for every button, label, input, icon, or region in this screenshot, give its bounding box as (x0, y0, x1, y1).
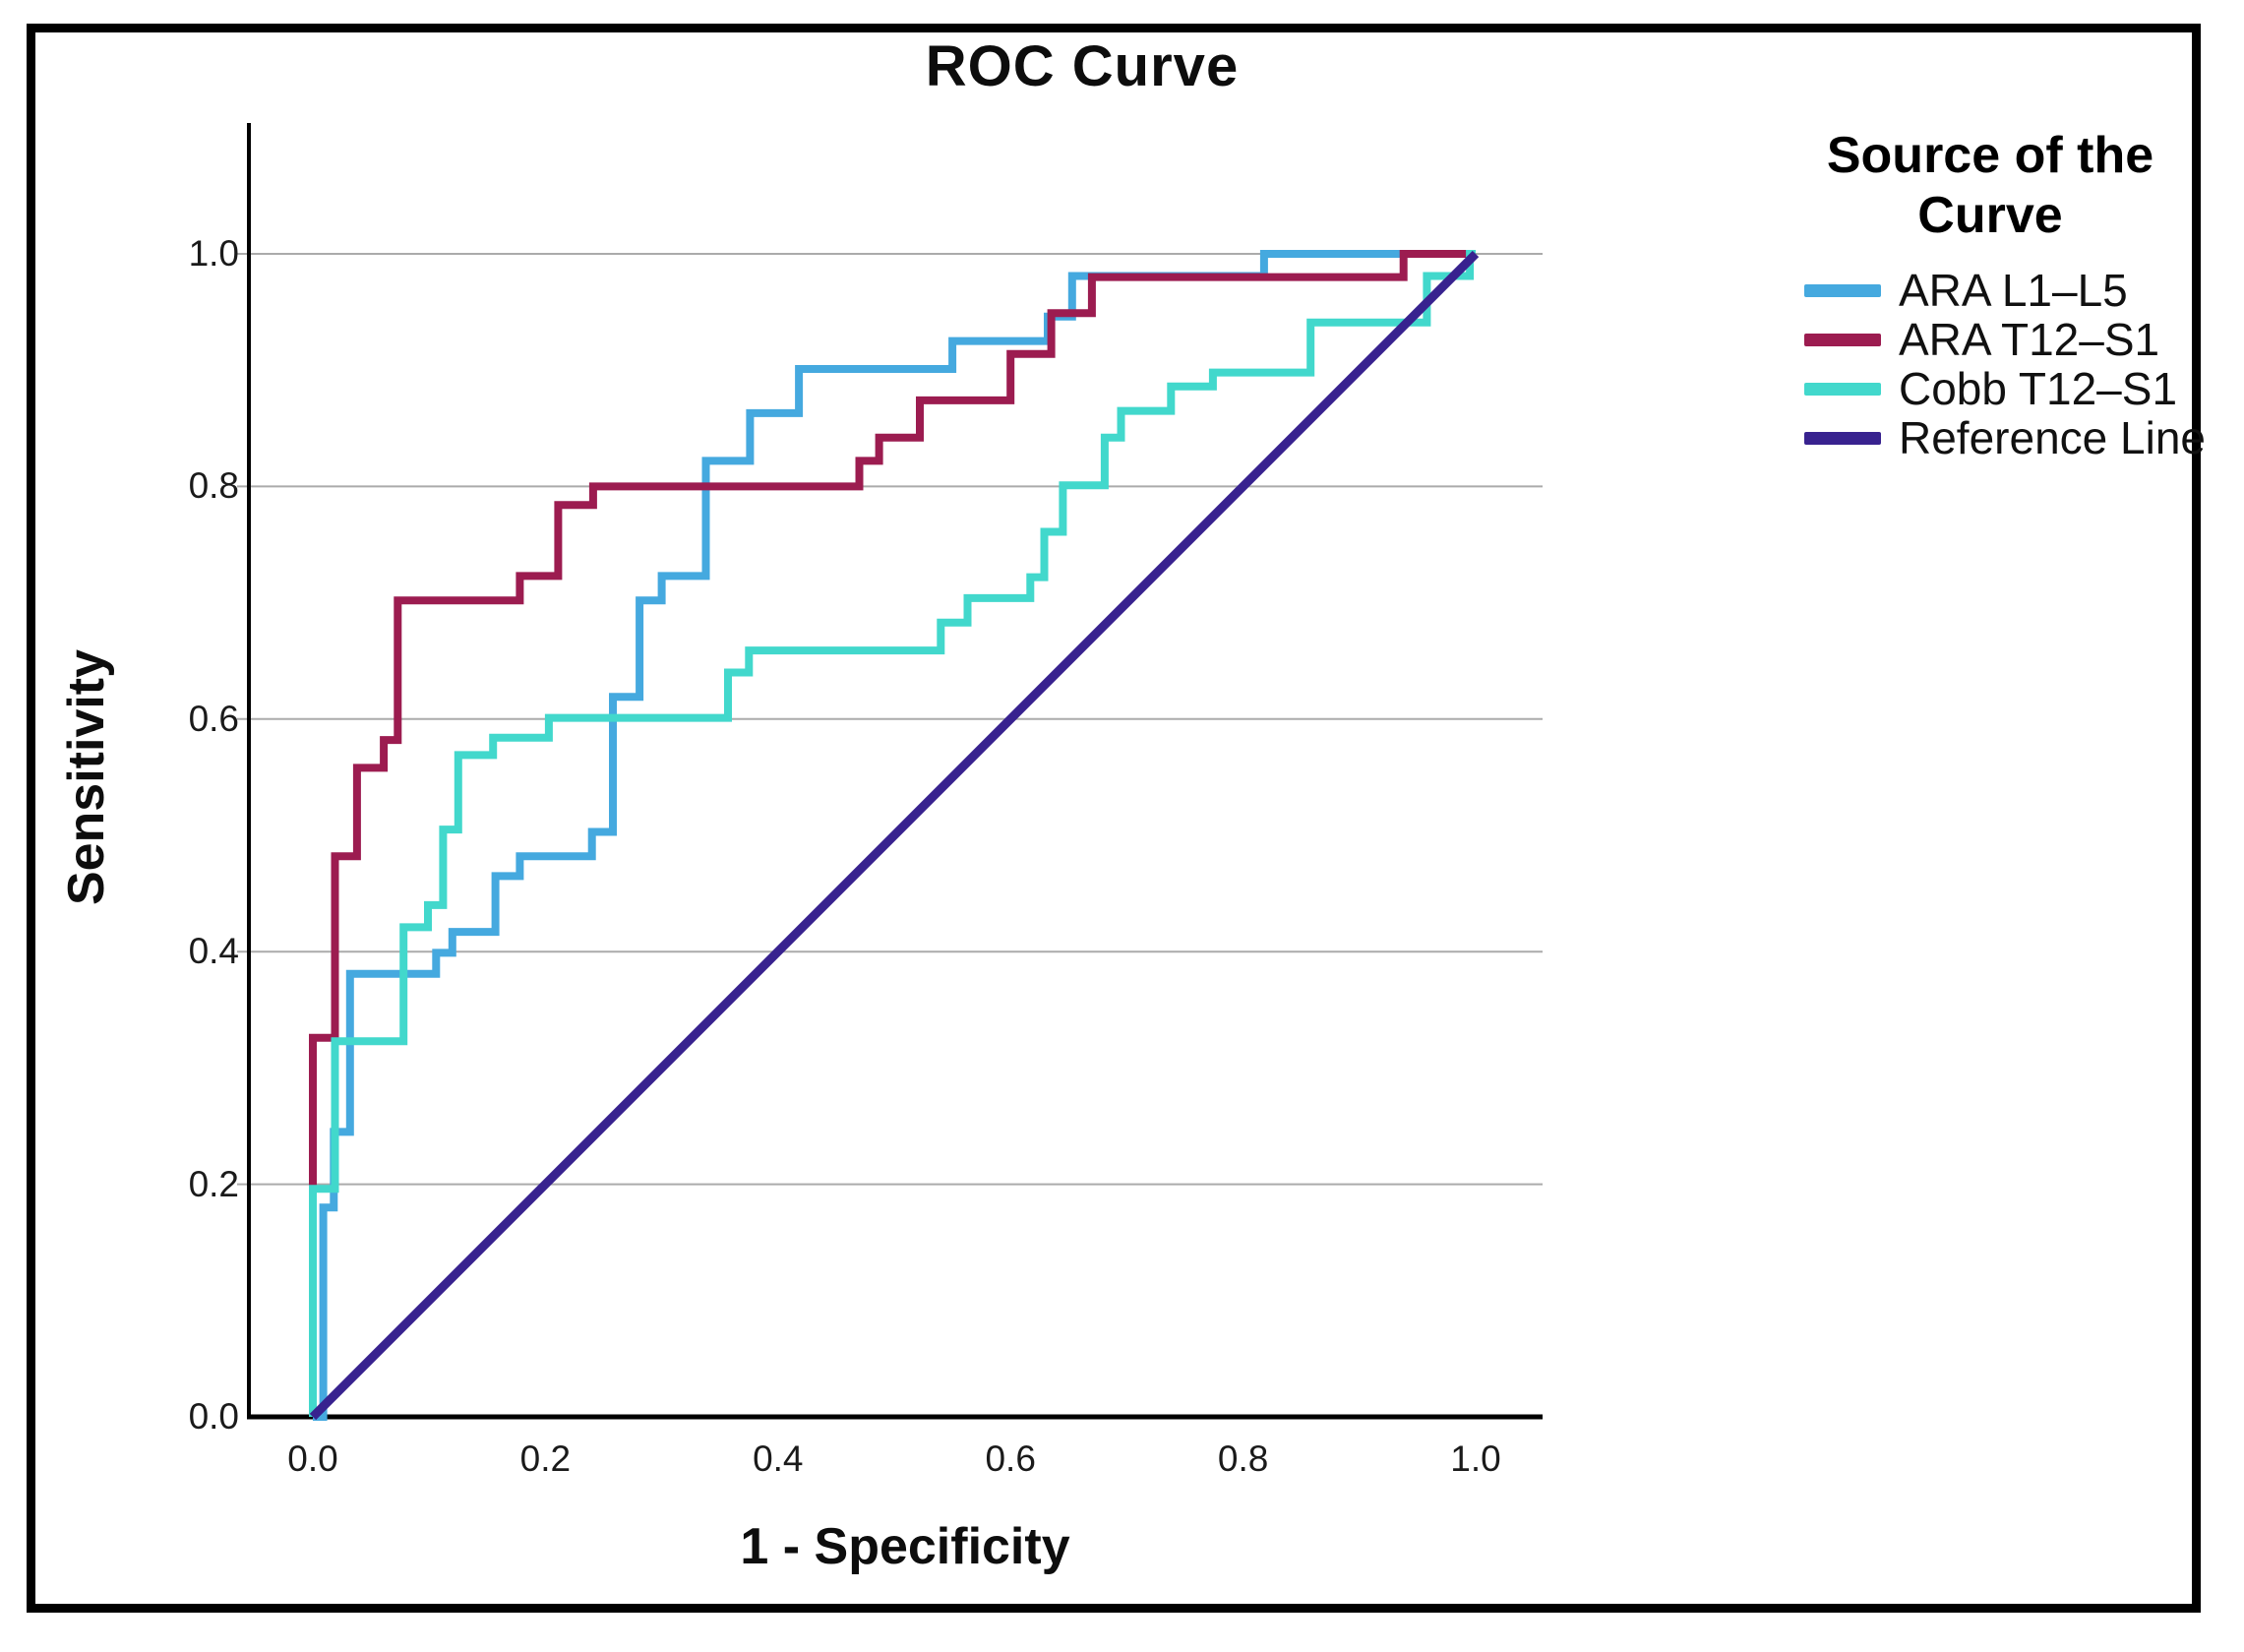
figure-border (27, 24, 2201, 1613)
x-tick-label-0.6: 0.6 (985, 1438, 1036, 1479)
legend-swatch-cobb-t12-s1 (1804, 382, 1881, 396)
y-tick-label-0.8: 0.8 (188, 465, 239, 507)
x-tick-label-0.8: 0.8 (1217, 1438, 1269, 1479)
legend-label: Cobb T12–S1 (1899, 363, 2178, 414)
legend-title: Source of the Curve (1826, 127, 2154, 244)
x-tick-label-0.4: 0.4 (753, 1438, 804, 1479)
curve-cobb-t12-s1 (309, 250, 1476, 1417)
curve-ara-l1-l5 (313, 250, 1476, 1421)
legend-label: ARA T12–S1 (1899, 314, 2160, 365)
chart-title: ROC Curve (925, 34, 1240, 98)
legend-swatch-ara-t12-s1 (1804, 333, 1881, 346)
y-axis-title: Sensitivity (58, 648, 115, 906)
legend: Source of the Curve ARA L1–L5 ARA T12–S1… (1759, 126, 2221, 463)
legend-item: Cobb T12–S1 (1759, 363, 2221, 414)
y-tick-label-0.6: 0.6 (188, 698, 239, 739)
legend-items: ARA L1–L5 ARA T12–S1 Cobb T12–S1 Referen… (1759, 265, 2221, 463)
x-axis-title: 1 - Specificity (740, 1518, 1070, 1575)
legend-item: ARA T12–S1 (1759, 314, 2221, 365)
y-tick-label-0.4: 0.4 (188, 931, 239, 972)
x-tick-label-1.0: 1.0 (1450, 1438, 1501, 1479)
legend-label: ARA L1–L5 (1899, 265, 2128, 316)
legend-item: ARA L1–L5 (1759, 265, 2221, 316)
legend-item: Reference Line (1759, 412, 2221, 463)
legend-swatch-ara-l1-l5 (1804, 283, 1881, 297)
curve-reference-line (309, 250, 1480, 1421)
y-tick-label-0.2: 0.2 (188, 1163, 239, 1204)
legend-label: Reference Line (1899, 412, 2206, 463)
curve-ara-t12-s1 (309, 250, 1476, 1417)
legend-swatch-reference-line (1804, 431, 1881, 445)
y-tick-label-0.0: 0.0 (188, 1396, 239, 1437)
x-tick-label-0.2: 0.2 (519, 1438, 572, 1479)
x-tick-label-0.0: 0.0 (287, 1438, 338, 1479)
y-tick-label-1.0: 1.0 (188, 233, 239, 274)
